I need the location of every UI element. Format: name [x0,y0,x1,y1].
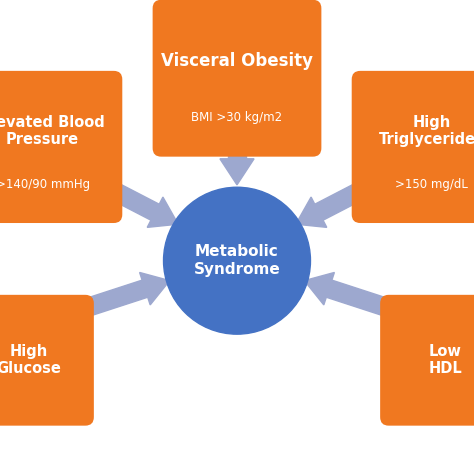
Polygon shape [315,182,367,220]
Polygon shape [228,148,246,159]
Polygon shape [296,197,327,228]
Text: Low
HDL: Low HDL [428,344,463,376]
Text: >150 mg/dL: >150 mg/dL [395,178,468,191]
Text: Visceral Obesity: Visceral Obesity [161,53,313,71]
Polygon shape [326,280,392,317]
Text: >140/90 mmHg: >140/90 mmHg [0,178,90,191]
Text: Metabolic
Syndrome: Metabolic Syndrome [193,245,281,277]
FancyBboxPatch shape [0,295,94,426]
Polygon shape [304,273,334,305]
FancyBboxPatch shape [380,295,474,426]
Polygon shape [220,159,254,185]
Text: High
Glucose: High Glucose [0,344,61,376]
Text: High
Triglycerides: High Triglycerides [378,115,474,147]
Polygon shape [82,280,148,317]
Text: Elevated Blood
Pressure: Elevated Blood Pressure [0,115,105,147]
Text: BMI >30 kg/m2: BMI >30 kg/m2 [191,111,283,124]
FancyBboxPatch shape [352,71,474,223]
FancyBboxPatch shape [0,71,122,223]
Polygon shape [147,197,178,228]
Polygon shape [140,273,170,305]
Polygon shape [107,182,159,220]
FancyBboxPatch shape [153,0,321,156]
Circle shape [164,187,310,334]
